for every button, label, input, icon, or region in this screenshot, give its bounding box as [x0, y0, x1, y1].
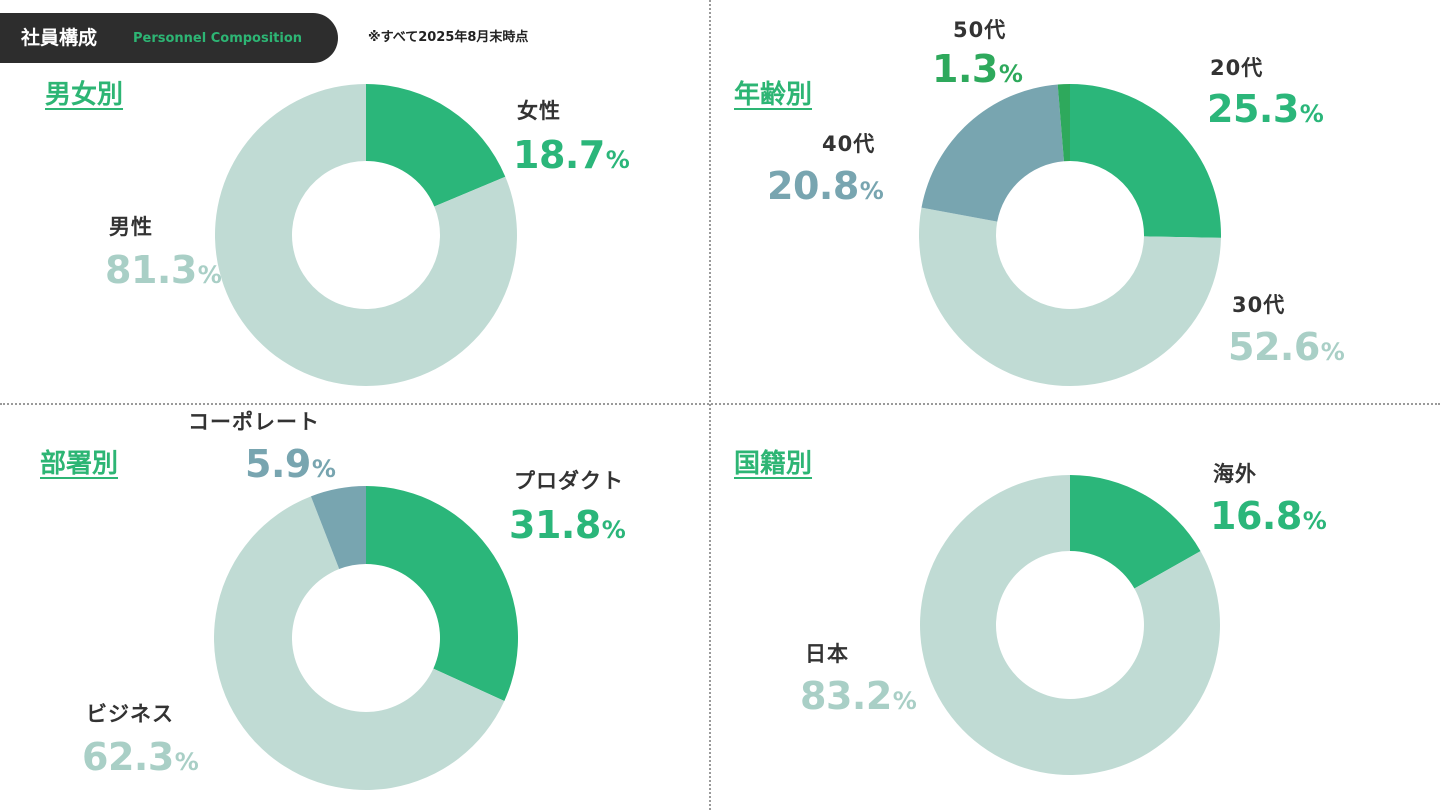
label-name-japan: 日本 [805, 642, 849, 666]
label-value-corporate: 5.9% [245, 442, 336, 486]
chart-title-nationality: 国籍別 [734, 449, 813, 479]
donut-slice-50s [1057, 83, 1070, 162]
label-value-50s: 1.3% [932, 47, 1023, 91]
label-name-business: ビジネス [86, 702, 174, 726]
page-subtitle: Personnel Composition [133, 31, 303, 46]
label-value-japan: 83.2% [800, 674, 917, 718]
donut-slice-overseas [1070, 474, 1201, 589]
label-name-40s: 40代 [822, 132, 876, 156]
label-value-30s: 52.6% [1228, 325, 1345, 369]
chart-title-gender: 男女別 [45, 80, 124, 110]
label-value-product: 31.8% [509, 503, 626, 547]
label-value-40s: 20.8% [767, 164, 884, 208]
label-name-corporate: コーポレート [188, 410, 320, 434]
chart-title-department: 部署別 [40, 449, 119, 479]
page-title: 社員構成 [21, 27, 98, 49]
chart-title-age: 年齢別 [734, 80, 813, 110]
label-name-female: 女性 [517, 99, 561, 123]
donut-gender [214, 83, 517, 387]
donut-slice-30s [918, 207, 1221, 387]
date-note: ※すべて2025年8月末時点 [368, 30, 529, 45]
label-name-50s: 50代 [953, 18, 1007, 42]
donut-slice-corporate [310, 486, 366, 570]
label-name-overseas: 海外 [1213, 462, 1257, 486]
label-value-20s: 25.3% [1207, 87, 1324, 131]
label-name-20s: 20代 [1210, 56, 1264, 80]
label-value-female: 18.7% [513, 133, 630, 177]
donut-slice-female [366, 84, 506, 207]
label-value-business: 62.3% [82, 735, 199, 779]
donut-slice-business [214, 496, 505, 791]
label-value-male: 81.3% [105, 248, 222, 292]
donut-slice-40s [921, 84, 1064, 222]
donut-slice-japan [920, 475, 1221, 775]
label-name-30s: 30代 [1232, 293, 1286, 317]
header-banner [0, 13, 338, 63]
label-name-male: 男性 [109, 215, 153, 239]
donut-slice-male [214, 83, 517, 387]
label-value-overseas: 16.8% [1210, 494, 1327, 538]
horizontal-divider [0, 403, 1440, 405]
donut-department [214, 486, 519, 791]
donut-slice-20s [1070, 84, 1221, 238]
vertical-divider [709, 0, 711, 810]
donut-nationality [920, 474, 1221, 775]
label-name-product: プロダクト [514, 469, 624, 493]
donut-slice-product [366, 486, 519, 701]
donut-age [918, 83, 1221, 387]
